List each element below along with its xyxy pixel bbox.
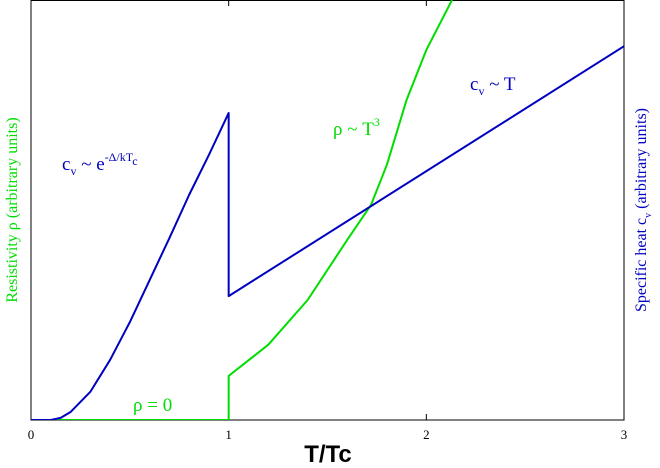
x-tick-label: 2 [423, 427, 430, 442]
annotation: ρ = 0 [133, 395, 172, 416]
y2-axis-label-part: (arbitrary units) [633, 108, 650, 213]
annotation: cv ~ T [470, 74, 516, 98]
y2-axis-label-part: v [643, 213, 654, 218]
y2-axis-label-part: Specific heat c [633, 218, 650, 312]
data-line [31, 45, 624, 420]
y2-axis-label: Specific heat cv (arbitrary units) [633, 108, 654, 312]
annotation-part: -Δ/kT [105, 150, 134, 164]
x-axis-label: T/Tc [304, 441, 352, 468]
annotation-part: c [62, 154, 70, 175]
annotation: cv ~ e-Δ/kTc [62, 150, 138, 178]
annotation-part: ρ = 0 [133, 395, 172, 416]
annotation-part: v [478, 84, 484, 98]
annotation-part: c [132, 154, 137, 168]
annotation-part: c [470, 74, 478, 95]
annotation-part: ρ ~ T [333, 119, 374, 140]
annotation-part: ~ T [484, 74, 515, 95]
x-tick-label: 0 [28, 427, 35, 442]
annotation: ρ ~ T3 [333, 115, 380, 140]
annotation-part: v [70, 164, 76, 178]
annotation-part: ~ e [76, 154, 104, 175]
plot-frame [30, 0, 625, 421]
y-axis-label-part: Resistivity ρ (arbitrary units) [4, 117, 21, 302]
data-line [31, 0, 453, 420]
x-tick-label: 1 [225, 427, 232, 442]
annotation-part: 3 [374, 115, 380, 129]
y-axis-label: Resistivity ρ (arbitrary units) [4, 117, 21, 302]
x-tick-label: 3 [621, 427, 628, 442]
